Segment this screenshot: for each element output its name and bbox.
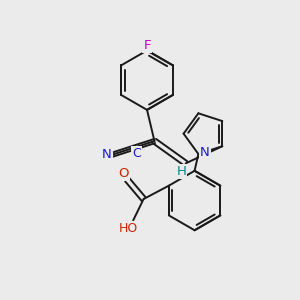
Text: C: C — [133, 147, 141, 160]
Text: O: O — [118, 167, 129, 180]
Text: HO: HO — [119, 222, 138, 235]
Text: F: F — [143, 39, 151, 52]
Text: N: N — [200, 146, 210, 159]
Text: H: H — [176, 165, 186, 178]
Text: N: N — [102, 148, 112, 161]
